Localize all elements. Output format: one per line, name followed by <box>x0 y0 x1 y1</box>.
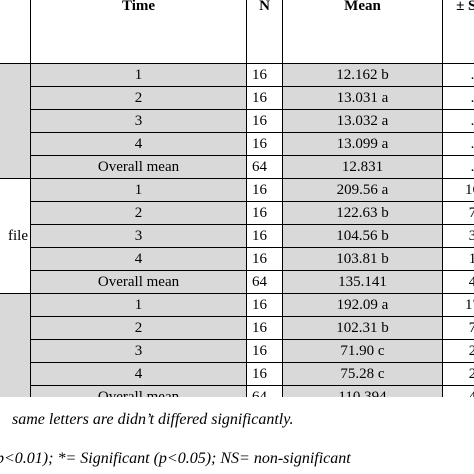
sd-cell: 4 <box>442 270 474 294</box>
sd-cell: 2 <box>442 339 474 363</box>
sd-cell: . <box>442 109 474 133</box>
sd-cell: 1 <box>442 247 474 271</box>
sd-cell: . <box>442 63 474 87</box>
mean-cell: 103.81 b <box>282 247 443 271</box>
mean-cell: 104.56 b <box>282 224 443 248</box>
n-cell: 16 <box>246 293 283 317</box>
table-row: 1 16 12.162 b. <box>0 63 474 179</box>
mean-cell: 13.031 a <box>282 86 443 110</box>
n-cell: 16 <box>246 178 283 202</box>
mean-cell: 135.141 <box>282 270 443 294</box>
mean-header: Mean <box>282 0 443 64</box>
table-row: 2 16 13.031 a. <box>0 86 474 110</box>
n-cell: 64 <box>246 385 283 397</box>
time-cell: Overall mean <box>30 270 247 294</box>
group-label-cell <box>0 63 31 179</box>
mean-cell: 110.394 <box>282 385 443 397</box>
mean-cell: 192.09 a <box>282 293 443 317</box>
mean-cell: 102.31 b <box>282 316 443 340</box>
group-label-cell: file <box>0 178 31 294</box>
sd-header: ± Sto <box>442 0 474 64</box>
mean-cell: 209.56 a <box>282 178 443 202</box>
mean-cell: 12.831 <box>282 155 443 179</box>
time-cell: 2 <box>30 316 247 340</box>
n-cell: 16 <box>246 86 283 110</box>
sd-cell: 3 <box>442 224 474 248</box>
n-cell: 16 <box>246 201 283 225</box>
mean-cell: 13.099 a <box>282 132 443 156</box>
time-cell: 3 <box>30 224 247 248</box>
time-cell: 1 <box>30 63 247 87</box>
sd-cell: . <box>442 132 474 156</box>
sd-cell: 16 <box>442 178 474 202</box>
group-label-cell <box>0 293 31 397</box>
time-cell: 2 <box>30 86 247 110</box>
n-cell: 64 <box>246 270 283 294</box>
time-cell: 3 <box>30 339 247 363</box>
time-cell: 1 <box>30 293 247 317</box>
sd-cell: . <box>442 155 474 179</box>
n-cell: 16 <box>246 63 283 87</box>
n-cell: 16 <box>246 247 283 271</box>
footnote-letters: same letters are didn’t differed signifi… <box>12 411 294 428</box>
sd-cell: 7 <box>442 316 474 340</box>
footnote-significance: p<0.01); *= Significant (p<0.05); NS= no… <box>0 450 351 467</box>
sd-cell: 4 <box>442 385 474 397</box>
group-header <box>0 0 31 64</box>
time-cell: 4 <box>30 362 247 386</box>
table-row: 4 16 13.099 a. <box>0 132 474 156</box>
time-header: Time <box>30 0 247 64</box>
time-cell: 3 <box>30 109 247 133</box>
n-cell: 16 <box>246 132 283 156</box>
table-header-row: Time N Mean ± Sto <box>0 0 474 64</box>
mean-cell: 75.28 c <box>282 362 443 386</box>
n-cell: 16 <box>246 224 283 248</box>
n-cell: 16 <box>246 339 283 363</box>
n-cell: 64 <box>246 155 283 179</box>
n-cell: 16 <box>246 316 283 340</box>
table-row: 3 16 13.032 a. <box>0 109 474 133</box>
sd-cell: . <box>442 86 474 110</box>
mean-cell: 13.032 a <box>282 109 443 133</box>
table-row: Overall mean 64 12.831. <box>0 155 474 179</box>
n-cell: 16 <box>246 109 283 133</box>
time-cell: 2 <box>30 201 247 225</box>
time-cell: 1 <box>30 178 247 202</box>
sd-cell: 17 <box>442 293 474 317</box>
mean-cell: 12.162 b <box>282 63 443 87</box>
sd-cell: 2 <box>442 362 474 386</box>
sd-cell: 7 <box>442 201 474 225</box>
table-body: 1 16 12.162 b. 2 16 13.031 a. 3 16 13.032 a. 4 16 1… <box>0 63 474 397</box>
n-header: N <box>246 0 283 64</box>
time-cell: 4 <box>30 132 247 156</box>
n-cell: 16 <box>246 362 283 386</box>
time-cell: Overall mean <box>30 155 247 179</box>
mean-cell: 122.63 b <box>282 201 443 225</box>
time-cell: 4 <box>30 247 247 271</box>
time-cell: Overall mean <box>30 385 247 397</box>
mean-cell: 71.90 c <box>282 339 443 363</box>
